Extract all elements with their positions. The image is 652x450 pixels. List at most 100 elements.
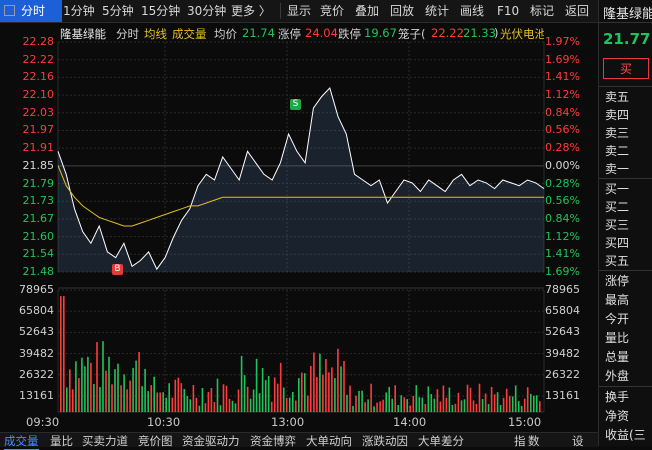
stat-total-vol: 总量 bbox=[605, 350, 630, 364]
stat-vol-ratio: 量比 bbox=[605, 331, 630, 345]
volume-bar bbox=[282, 387, 285, 412]
tab-15min[interactable]: 15分钟 bbox=[141, 4, 181, 18]
tab-volume-ratio[interactable]: 量比 bbox=[50, 434, 73, 448]
volume-bar bbox=[505, 388, 508, 412]
volume-bar bbox=[87, 356, 89, 412]
volume-bar bbox=[334, 378, 336, 412]
ask-4: 卖四 bbox=[605, 108, 630, 122]
tab-rise-fall-cause[interactable]: 涨跌动因 bbox=[362, 434, 408, 448]
axis-tick-label: 1.12% bbox=[545, 88, 580, 102]
axis-tick-label: 21.97 bbox=[22, 123, 55, 137]
concept-tag[interactable]: 光伏电池组件 bbox=[500, 27, 544, 41]
bid-2: 买二 bbox=[605, 200, 630, 214]
tab-intraday[interactable]: 分时 bbox=[0, 0, 62, 22]
axis-tick-label: 1.41% bbox=[545, 70, 580, 84]
volume-bar bbox=[466, 384, 469, 412]
volume-bar bbox=[352, 405, 354, 412]
volume-bar bbox=[150, 385, 152, 412]
axis-tick-label: 52643 bbox=[545, 325, 580, 339]
axis-tick-label: 13161 bbox=[19, 389, 54, 402]
tab-auction-chart[interactable]: 竞价图 bbox=[138, 434, 173, 448]
draw-line-button[interactable]: 画线 bbox=[460, 4, 485, 18]
volume-bar bbox=[99, 387, 101, 412]
volume-bar bbox=[273, 377, 276, 412]
volume-bar bbox=[108, 356, 110, 412]
volume-bar bbox=[126, 389, 128, 412]
axis-tick-label: 1.69% bbox=[545, 265, 580, 278]
tab-settings[interactable]: 设 bbox=[572, 434, 584, 448]
volume-bar bbox=[367, 399, 369, 412]
volume-bar bbox=[249, 398, 252, 412]
axis-tick-label: 21.54 bbox=[22, 247, 55, 261]
stats-button[interactable]: 统计 bbox=[425, 4, 450, 18]
buy-button[interactable]: 买 bbox=[603, 58, 649, 79]
tab-volume[interactable]: 成交量 bbox=[4, 434, 39, 450]
tab-1min[interactable]: 1分钟 bbox=[63, 4, 95, 18]
volume-bar bbox=[511, 396, 514, 412]
volume-bar bbox=[388, 386, 390, 412]
volume-bar bbox=[433, 398, 436, 412]
axis-tick-label: 21.85 bbox=[22, 158, 55, 172]
axis-tick-label: 52643 bbox=[19, 325, 54, 339]
auction-button[interactable]: 竞价 bbox=[320, 4, 345, 18]
volume-bar bbox=[484, 393, 487, 412]
tab-big-order-diff[interactable]: 大单差分 bbox=[418, 434, 464, 448]
tab-fund-drive[interactable]: 资金驱动力 bbox=[182, 434, 240, 448]
axis-tick-label: 26322 bbox=[545, 367, 580, 381]
volume-bar bbox=[394, 385, 396, 412]
time-label: 13:00 bbox=[271, 415, 305, 429]
axis-tick-label: 26322 bbox=[19, 367, 54, 381]
tab-more[interactable]: 更多 〉 bbox=[231, 4, 271, 18]
volume-bar bbox=[427, 386, 430, 412]
volume-bar bbox=[93, 384, 95, 412]
intraday-chart[interactable] bbox=[0, 0, 598, 446]
display-button[interactable]: 显示 bbox=[287, 4, 312, 18]
tab-big-order-trend[interactable]: 大单动向 bbox=[306, 434, 352, 448]
sell-marker[interactable]: S bbox=[290, 99, 301, 110]
overlay-button[interactable]: 叠加 bbox=[355, 4, 380, 18]
volume-bar bbox=[168, 383, 170, 412]
ask-1: 卖一 bbox=[605, 162, 630, 176]
axis-tick-label: 0.28% bbox=[545, 141, 580, 155]
bid-5: 买五 bbox=[605, 254, 630, 268]
limit-down-label: 跌停 bbox=[338, 27, 361, 41]
volume-bar bbox=[355, 395, 357, 412]
f10-button[interactable]: F10 bbox=[497, 4, 520, 18]
replay-button[interactable]: 回放 bbox=[390, 4, 415, 18]
buy-marker[interactable]: B bbox=[112, 264, 123, 275]
tab-buy-sell-force[interactable]: 买卖力道 bbox=[82, 434, 128, 448]
axis-tick-label: 0.84% bbox=[545, 105, 580, 119]
volume-bar bbox=[292, 392, 294, 412]
tab-count[interactable]: 数 bbox=[528, 434, 540, 448]
volume-bars bbox=[60, 296, 541, 412]
tab-5min[interactable]: 5分钟 bbox=[102, 4, 134, 18]
tab-30min[interactable]: 30分钟 bbox=[187, 4, 227, 18]
volume-bar bbox=[499, 405, 502, 412]
volume-bar bbox=[442, 385, 445, 412]
stat-open: 今开 bbox=[605, 312, 630, 326]
bid-3: 买三 bbox=[605, 218, 630, 232]
axis-tick-label: 21.79 bbox=[22, 176, 55, 190]
volume-bar bbox=[406, 399, 408, 412]
volume-bar bbox=[520, 405, 523, 412]
volume-bar bbox=[216, 378, 219, 412]
volume-bar bbox=[295, 400, 297, 412]
volume-bar bbox=[536, 395, 538, 412]
back-button[interactable]: 返回 bbox=[565, 4, 590, 18]
volume-bar bbox=[451, 405, 454, 412]
mark-button[interactable]: 标记 bbox=[530, 4, 555, 18]
volume-bar bbox=[481, 399, 484, 412]
volume-bar bbox=[325, 359, 327, 412]
tab-fund-game[interactable]: 资金博弈 bbox=[250, 434, 296, 448]
stat-limit-up: 涨停 bbox=[605, 274, 630, 288]
volume-bar bbox=[237, 389, 240, 412]
volume-bar bbox=[490, 387, 493, 412]
volume-bar bbox=[264, 380, 267, 412]
volume-bar bbox=[424, 404, 427, 412]
volume-bar bbox=[180, 383, 183, 412]
axis-tick-label: 22.10 bbox=[22, 88, 55, 102]
cage-lower: 21.33 bbox=[463, 26, 496, 40]
volume-bar bbox=[379, 401, 381, 412]
axis-tick-label: 22.22 bbox=[22, 52, 55, 66]
tab-index[interactable]: 指 bbox=[514, 434, 526, 448]
